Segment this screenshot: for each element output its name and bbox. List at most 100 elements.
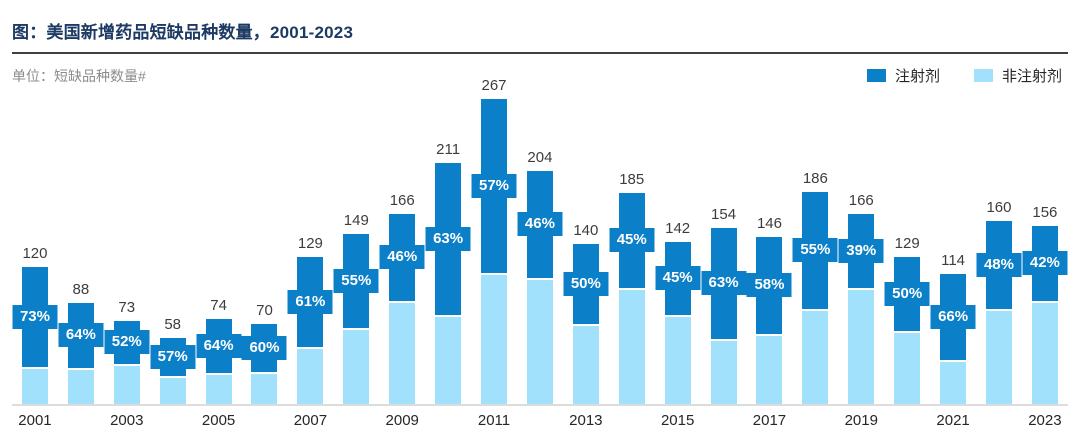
bar-total-label: 204 [527, 149, 553, 166]
bar-column-2018: 186 55% [792, 90, 838, 404]
stacked-bar [297, 257, 324, 404]
bar-column-2003: 73 52% [104, 90, 150, 404]
injectable-pct-badge: 55% [333, 269, 379, 293]
subheader-row: 单位：短缺品种数量# 注射剂 非注射剂 [12, 65, 1068, 86]
bar-total-label: 160 [986, 199, 1012, 216]
x-tick-label-2015: 2015 [660, 412, 695, 429]
x-tick-label-2023: 2023 [1028, 412, 1062, 429]
bar-total-label: 186 [802, 170, 828, 187]
bar-segment-non-injectable [21, 367, 48, 404]
bar-segment-non-injectable [572, 324, 599, 404]
stacked-bar [481, 99, 508, 404]
bar-segment-non-injectable [848, 288, 875, 404]
stacked-bar [205, 319, 232, 404]
bar-column-2019: 166 39% [838, 90, 884, 404]
injectable-pct-badge: 46% [379, 245, 425, 269]
chart-title: 图：美国新增药品短缺品种数量，2001-2023 [12, 23, 354, 42]
bar-column-2017: 146 58% [746, 90, 793, 404]
x-tick-label-2007: 2007 [293, 412, 328, 429]
bar-segment-non-injectable [894, 331, 921, 404]
x-tick-label-2009: 2009 [385, 412, 419, 429]
bar-segment-non-injectable [251, 372, 278, 404]
stacked-bar [67, 303, 94, 404]
x-tick-label-2001: 2001 [18, 412, 52, 429]
stacked-bar [572, 244, 599, 404]
legend-swatch-injectable [866, 69, 886, 82]
bar-column-2010: 211 63% [425, 90, 471, 404]
stacked-bar [756, 237, 783, 404]
bar-segment-non-injectable [985, 309, 1012, 404]
x-tick-label-2005: 2005 [201, 412, 236, 429]
injectable-pct-badge: 46% [517, 212, 563, 236]
injectable-pct-badge: 58% [746, 273, 792, 297]
bar-column-2020: 129 50% [884, 90, 930, 404]
bar-total-label: 74 [210, 297, 227, 314]
bar-column-2011: 267 57% [471, 78, 517, 404]
bar-segment-non-injectable [618, 288, 645, 404]
bar-column-2021: 114 66% [930, 90, 976, 404]
x-tick-label-2018 [792, 412, 838, 429]
bar-total-label: 73 [118, 299, 136, 316]
x-tick-label-2002 [58, 412, 104, 429]
x-axis: 2001 2003 2005 2007 2009 2011 2013 2015 2017 2019… [12, 412, 1068, 429]
bar-segment-non-injectable [389, 301, 416, 404]
bar-segment-non-injectable [297, 347, 324, 404]
injectable-pct-badge: 61% [287, 290, 333, 314]
injectable-pct-badge: 50% [563, 272, 609, 296]
bar-segment-non-injectable [159, 376, 186, 404]
x-tick-label-2020 [884, 412, 930, 429]
bar-column-2013: 140 50% [563, 90, 609, 404]
injectable-pct-badge: 57% [150, 345, 196, 369]
bar-column-2007: 129 61% [287, 90, 333, 404]
injectable-pct-badge: 73% [12, 305, 58, 329]
x-tick-label-2019: 2019 [844, 412, 878, 429]
bar-total-label: 88 [72, 281, 90, 298]
bar-column-2022: 160 48% [976, 90, 1022, 404]
injectable-pct-badge: 64% [196, 334, 242, 358]
injectable-pct-badge: 64% [58, 323, 104, 347]
bar-total-label: 154 [711, 206, 737, 223]
x-tick-label-2013: 2013 [569, 412, 603, 429]
x-tick-label-2012 [517, 412, 563, 429]
bar-column-2006: 70 60% [241, 90, 288, 404]
injectable-pct-badge: 45% [655, 266, 701, 290]
x-tick-label-2006 [242, 412, 288, 429]
bar-segment-non-injectable [710, 339, 737, 404]
legend-item-non-injectable: 非注射剂 [973, 65, 1062, 86]
injectable-pct-badge: 55% [792, 238, 838, 262]
bar-segment-non-injectable [481, 273, 508, 404]
bar-column-2005: 74 64% [196, 90, 242, 404]
injectable-pct-badge: 50% [884, 282, 930, 306]
x-tick-label-2011: 2011 [477, 412, 511, 429]
bar-segment-non-injectable [113, 364, 140, 404]
stacked-bar [940, 274, 967, 404]
injectable-pct-badge: 57% [471, 174, 517, 198]
bar-column-2004: 58 57% [150, 90, 196, 404]
stacked-bar [618, 193, 645, 404]
bar-segment-non-injectable [343, 328, 370, 404]
stacked-bar [802, 192, 829, 404]
bar-total-label: 129 [894, 235, 920, 252]
bar-segment-non-injectable [664, 315, 691, 404]
bar-column-2012: 204 46% [517, 90, 563, 404]
plot-area: 120 73% 88 64% 73 52% 58 57% 74 64% 70 60% 129 61% 149… [12, 78, 1068, 406]
bar-column-2002: 88 64% [58, 90, 104, 404]
bar-total-label: 70 [256, 302, 273, 319]
bar-total-label: 142 [665, 220, 691, 237]
bar-total-label: 185 [619, 171, 645, 188]
bar-column-2014: 185 45% [609, 90, 655, 404]
stacked-bar [435, 163, 462, 404]
legend: 注射剂 非注射剂 [866, 65, 1068, 86]
stacked-bar [710, 228, 737, 404]
bar-segment-non-injectable [205, 373, 232, 404]
stacked-bar [389, 214, 416, 404]
bar-total-label: 166 [389, 192, 415, 209]
injectable-pct-badge: 52% [104, 330, 150, 354]
bar-column-2001: 120 73% [12, 90, 58, 404]
stacked-bar [343, 234, 370, 404]
bar-total-label: 129 [297, 235, 323, 252]
bar-total-label: 211 [436, 141, 461, 158]
x-tick-label-2021: 2021 [936, 412, 970, 429]
bar-segment-non-injectable [756, 334, 783, 404]
bar-segment-non-injectable [435, 315, 462, 404]
